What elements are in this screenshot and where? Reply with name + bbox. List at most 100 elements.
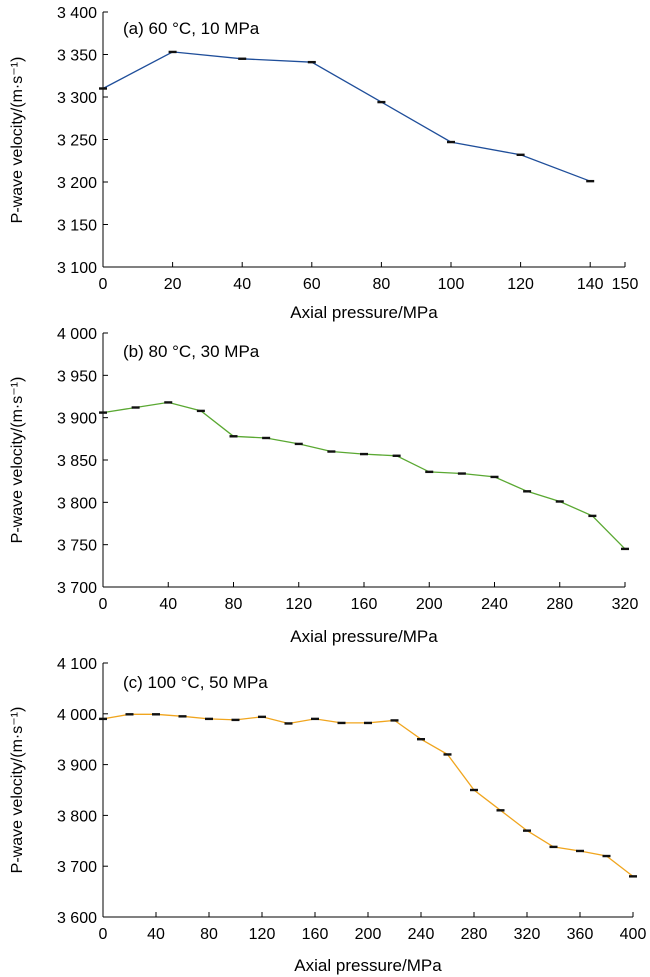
x-tick-label: 120 — [249, 926, 276, 943]
data-point-error-bar — [523, 829, 531, 832]
y-axis-label: P-wave velocity/(m·s⁻¹) — [9, 377, 26, 544]
data-point-error-bar — [99, 87, 107, 90]
y-tick-label: 3 350 — [57, 48, 97, 65]
data-point-error-bar — [327, 450, 336, 453]
y-tick-label: 3 800 — [57, 808, 97, 825]
y-tick-label: 3 600 — [57, 910, 97, 927]
x-tick-label: 0 — [99, 276, 108, 293]
data-point-error-bar — [238, 57, 247, 60]
panel-title: (b) 80 °C, 30 MPa — [123, 342, 260, 361]
x-tick-label: 320 — [514, 926, 541, 943]
x-tick-label: 120 — [507, 276, 534, 293]
x-tick-label: 40 — [147, 926, 165, 943]
y-tick-label: 3 250 — [57, 133, 97, 150]
y-tick-label: 3 900 — [57, 758, 97, 775]
x-tick-label: 0 — [99, 596, 108, 613]
data-point-error-bar — [294, 442, 303, 446]
data-point-error-bar — [549, 845, 558, 849]
data-point-error-bar — [152, 713, 160, 716]
data-point-error-bar — [360, 452, 368, 456]
data-point-error-bar — [457, 472, 466, 475]
data-point-error-bar — [425, 470, 434, 474]
chart-panel-a: 0 20 40 60 80 100 120 140 150 3 100 3 150 3 200 3 25… — [9, 5, 638, 322]
data-point-error-bar — [262, 436, 271, 440]
y-tick-label: 3 950 — [57, 368, 97, 385]
data-point-error-bar — [443, 753, 452, 756]
x-tick-label: 400 — [620, 926, 647, 943]
x-tick-label: 200 — [355, 926, 382, 943]
x-tick-label: 80 — [225, 596, 243, 613]
x-tick-label: 150 — [612, 276, 639, 293]
x-tick-label: 40 — [159, 596, 177, 613]
x-axis-label: Axial pressure/MPa — [294, 956, 442, 975]
y-tick-label: 4 100 — [57, 656, 97, 673]
data-point-error-bar — [205, 717, 213, 721]
data-point-error-bar — [229, 435, 238, 438]
data-point-error-bar — [490, 475, 499, 479]
x-tick-label: 120 — [285, 596, 312, 613]
y-axis-label: P-wave velocity/(m·s⁻¹) — [9, 57, 26, 224]
data-point-error-bar — [337, 721, 346, 725]
data-point-error-bar — [311, 717, 319, 721]
y-tick-label: 3 900 — [57, 411, 97, 428]
x-tick-label: 160 — [351, 596, 378, 613]
panel-title: (c) 100 °C, 50 MPa — [123, 673, 268, 692]
y-tick-label: 3 100 — [57, 260, 97, 277]
data-point-error-bar — [307, 60, 316, 64]
data-point-error-bar — [377, 100, 386, 104]
y-tick-label: 3 850 — [57, 453, 97, 470]
data-point-error-bar — [621, 547, 629, 551]
data-point-error-bar — [196, 409, 205, 413]
chart-panel-c: 0 40 80 120 160 200 240 280 320 360 400 3 600 3 700 3… — [9, 656, 646, 975]
x-tick-label: 40 — [233, 276, 251, 293]
data-point-error-bar — [523, 490, 532, 493]
x-tick-label: 160 — [302, 926, 329, 943]
data-point-error-bar — [164, 401, 173, 404]
series-line — [102, 51, 591, 182]
data-point-error-bar — [284, 722, 293, 725]
x-tick-label: 20 — [164, 276, 182, 293]
data-point-error-bar — [576, 849, 584, 853]
y-tick-label: 3 150 — [57, 218, 97, 235]
data-point-error-bar — [125, 713, 134, 716]
data-point-error-bar — [555, 500, 564, 503]
x-axis-label: Axial pressure/MPa — [290, 303, 438, 322]
x-tick-label: 100 — [438, 276, 465, 293]
y-tick-label: 3 700 — [57, 859, 97, 876]
x-tick-label: 280 — [461, 926, 488, 943]
x-tick-label: 60 — [303, 276, 321, 293]
y-tick-label: 4 000 — [57, 326, 97, 343]
x-tick-label: 320 — [612, 596, 639, 613]
data-point-error-bar — [602, 854, 611, 858]
y-tick-label: 3 300 — [57, 90, 97, 107]
x-tick-label: 80 — [200, 926, 218, 943]
data-point-error-bar — [629, 875, 637, 878]
x-tick-label: 80 — [373, 276, 391, 293]
data-point-error-bar — [392, 454, 401, 457]
y-tick-label: 3 200 — [57, 175, 97, 192]
data-point-error-bar — [258, 715, 266, 719]
data-point-error-bar — [178, 715, 187, 718]
y-tick-label: 3 400 — [57, 5, 97, 22]
y-axis-label: P-wave velocity/(m·s⁻¹) — [9, 707, 26, 874]
data-point-error-bar — [470, 788, 478, 792]
x-axis-label: Axial pressure/MPa — [290, 627, 438, 646]
data-point-error-bar — [364, 721, 372, 725]
x-tick-label: 140 — [577, 276, 604, 293]
series-line — [102, 401, 626, 550]
panel-title: (a) 60 °C, 10 MPa — [123, 19, 260, 38]
series-line — [102, 713, 634, 877]
x-tick-label: 280 — [546, 596, 573, 613]
data-point-error-bar — [390, 719, 399, 722]
data-point-error-bar — [447, 140, 455, 144]
x-tick-label: 240 — [408, 926, 435, 943]
x-tick-label: 0 — [99, 926, 108, 943]
y-tick-label: 3 700 — [57, 580, 97, 597]
data-point-error-bar — [131, 406, 140, 409]
y-tick-label: 3 800 — [57, 495, 97, 512]
data-point-error-bar — [168, 50, 177, 54]
x-tick-label: 200 — [416, 596, 443, 613]
chart-panel-b: 0 40 80 120 160 200 240 280 320 3 700 3 750 3 800 3 … — [9, 326, 638, 646]
data-point-error-bar — [496, 809, 505, 812]
